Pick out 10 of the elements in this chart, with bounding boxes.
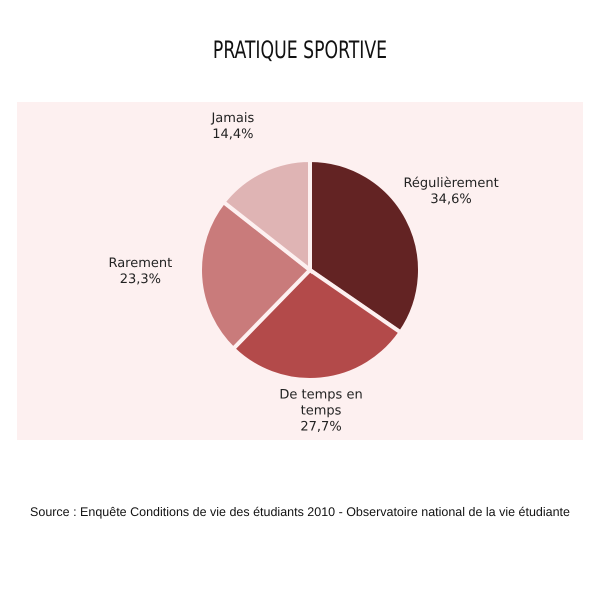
data-label: 23,3% <box>120 272 162 287</box>
data-label: 27,7% <box>300 419 342 434</box>
slice-label: Rarement <box>108 256 172 271</box>
slice-label: Jamais <box>210 111 255 126</box>
source-note: Source : Enquête Conditions de vie des étudiants 2010 - Observatoire national de la vie étudiante <box>29 505 571 519</box>
data-label: 34,6% <box>430 192 472 208</box>
slice-label: Régulièrement <box>403 176 499 192</box>
data-label: 14,4% <box>212 127 254 142</box>
chart-title: PRATIQUE SPORTIVE <box>212 36 388 64</box>
slice-label: De temps en temps <box>279 387 363 418</box>
